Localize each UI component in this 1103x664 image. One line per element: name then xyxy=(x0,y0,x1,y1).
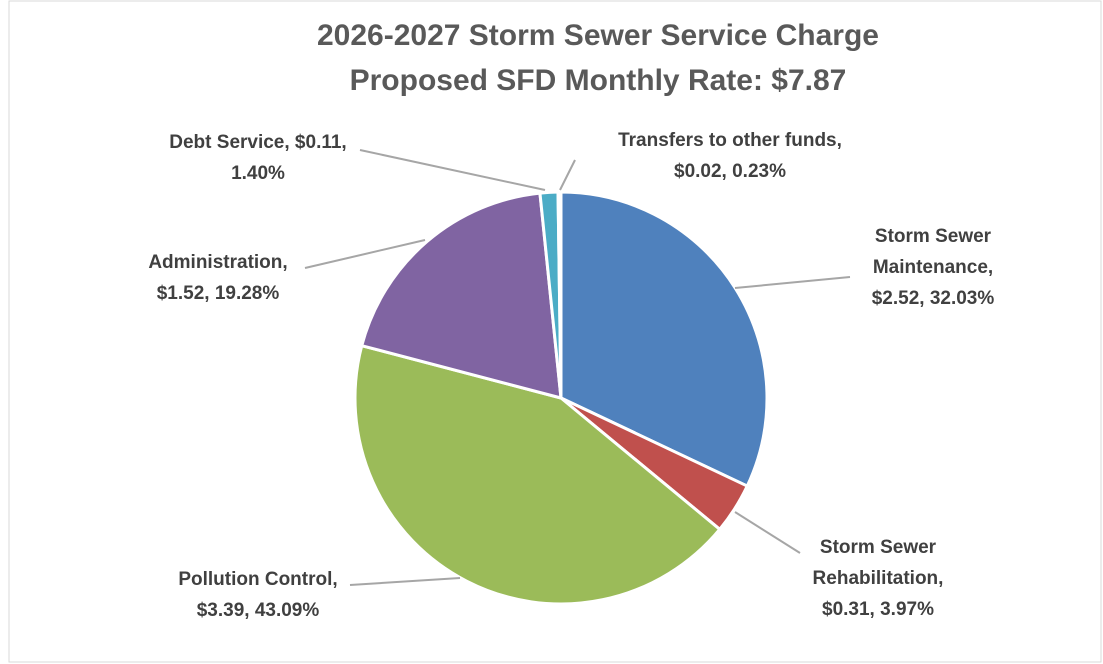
data-label: Debt Service, $0.11, xyxy=(169,132,346,153)
pie-slice xyxy=(556,190,563,399)
data-label: Storm Sewer xyxy=(820,537,937,558)
data-label: Pollution Control, xyxy=(178,569,337,590)
pie-slice xyxy=(353,343,722,606)
leader-line xyxy=(359,149,546,191)
leader-line xyxy=(559,159,576,191)
data-label: 1.40% xyxy=(231,163,285,184)
data-label: $2.52, 32.03% xyxy=(872,288,995,309)
data-label: Maintenance, xyxy=(873,257,993,278)
chart-subtitle: Proposed SFD Monthly Rate: $7.87 xyxy=(350,64,847,97)
pie-slice xyxy=(359,191,563,401)
data-label: $0.31, 3.97% xyxy=(822,599,934,620)
data-label: Storm Sewer xyxy=(875,226,992,247)
leader-line xyxy=(734,276,851,289)
data-label: Administration, xyxy=(148,252,287,273)
data-label: $1.52, 19.28% xyxy=(157,283,280,304)
data-label: Rehabilitation, xyxy=(813,568,944,589)
leader-line xyxy=(304,239,426,269)
data-label: Transfers to other funds, xyxy=(618,130,842,151)
leader-line xyxy=(349,577,461,586)
pie-slice xyxy=(559,190,769,489)
data-label: $3.39, 43.09% xyxy=(197,600,320,621)
data-label: $0.02, 0.23% xyxy=(674,161,786,182)
leader-line xyxy=(734,511,801,554)
chart-title: 2026-2027 Storm Sewer Service Charge xyxy=(317,19,879,52)
